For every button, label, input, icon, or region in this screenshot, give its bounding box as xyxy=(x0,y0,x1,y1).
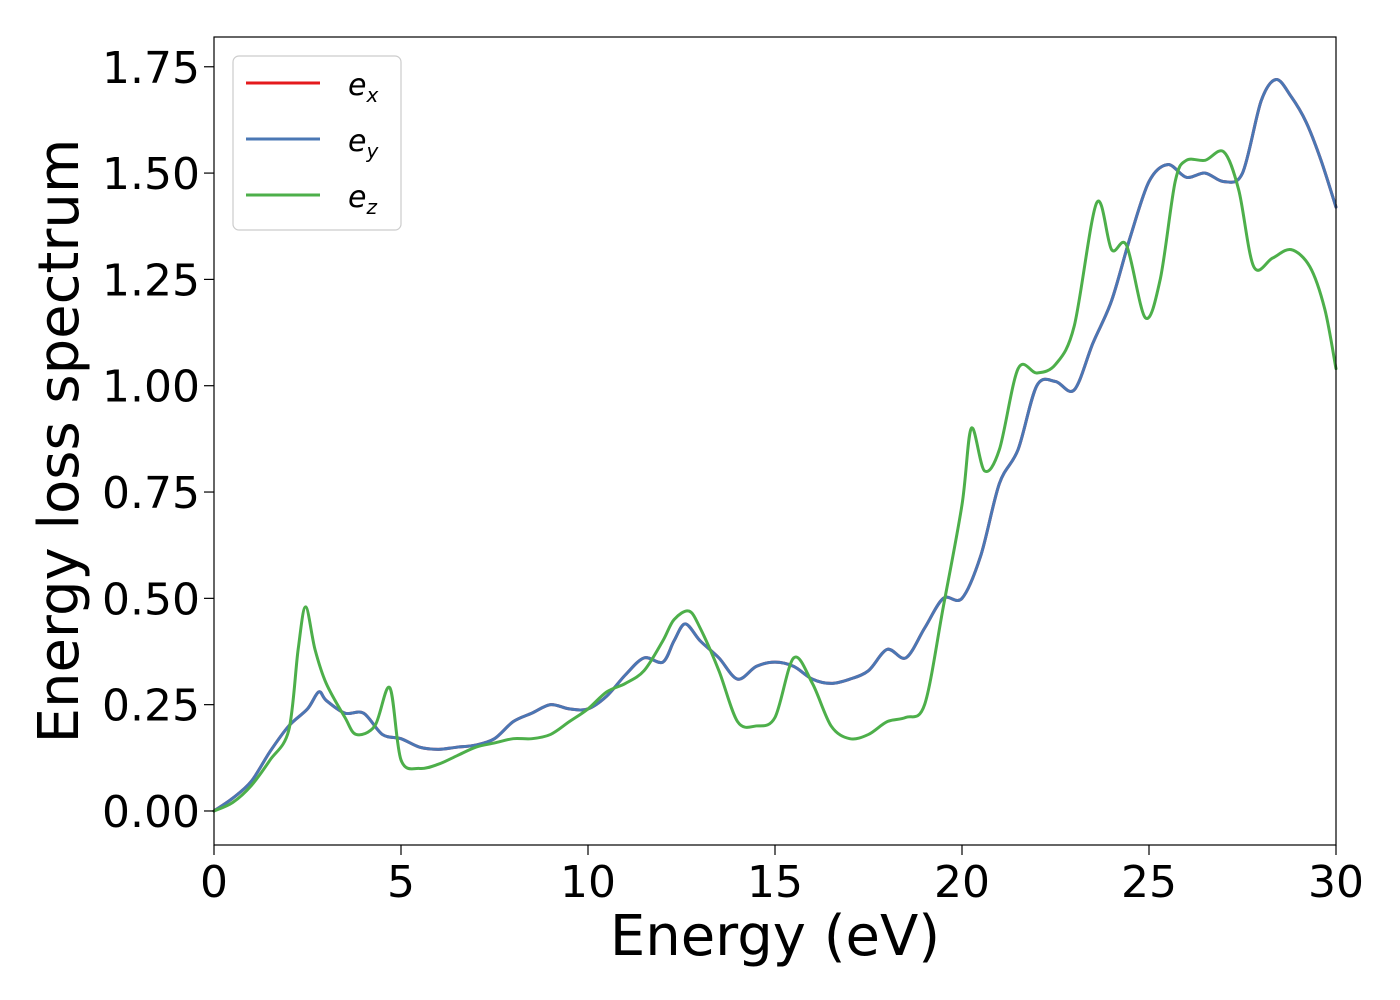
x-tick-label: 25 xyxy=(1121,857,1177,908)
x-tick-label: 5 xyxy=(387,857,415,908)
x-tick-label: 15 xyxy=(747,857,803,908)
x-tick-label: 20 xyxy=(934,857,990,908)
y-tick-label: 0.50 xyxy=(102,574,200,625)
y-axis-label: Energy loss spectrum xyxy=(27,139,92,744)
y-tick-label: 0.75 xyxy=(102,468,200,519)
legend-label-e-z: ez xyxy=(348,180,377,219)
x-axis: 0 5 10 15 20 25 30 xyxy=(200,845,1364,908)
y-axis: 0.00 0.25 0.50 0.75 1.00 1.25 1.50 1.75 xyxy=(102,43,214,838)
legend-box xyxy=(232,55,402,231)
series-layer xyxy=(212,78,1338,813)
series-line-e-z xyxy=(212,149,1338,813)
y-tick-label: 1.50 xyxy=(102,149,200,200)
legend: ex ey ez xyxy=(232,55,402,231)
x-tick-label: 10 xyxy=(560,857,616,908)
series-line-e-y xyxy=(212,78,1338,813)
y-tick-label: 1.75 xyxy=(102,43,200,94)
y-tick-label: 0.25 xyxy=(102,681,200,732)
legend-label-e-x: ex xyxy=(348,68,378,107)
y-tick-label: 0.00 xyxy=(102,787,200,838)
x-axis-label: Energy (eV) xyxy=(610,904,940,969)
y-tick-label: 1.00 xyxy=(102,362,200,413)
x-tick-label: 30 xyxy=(1308,857,1364,908)
legend-label-e-y: ey xyxy=(348,124,379,163)
y-tick-label: 1.25 xyxy=(102,255,200,306)
x-tick-label: 0 xyxy=(200,857,228,908)
